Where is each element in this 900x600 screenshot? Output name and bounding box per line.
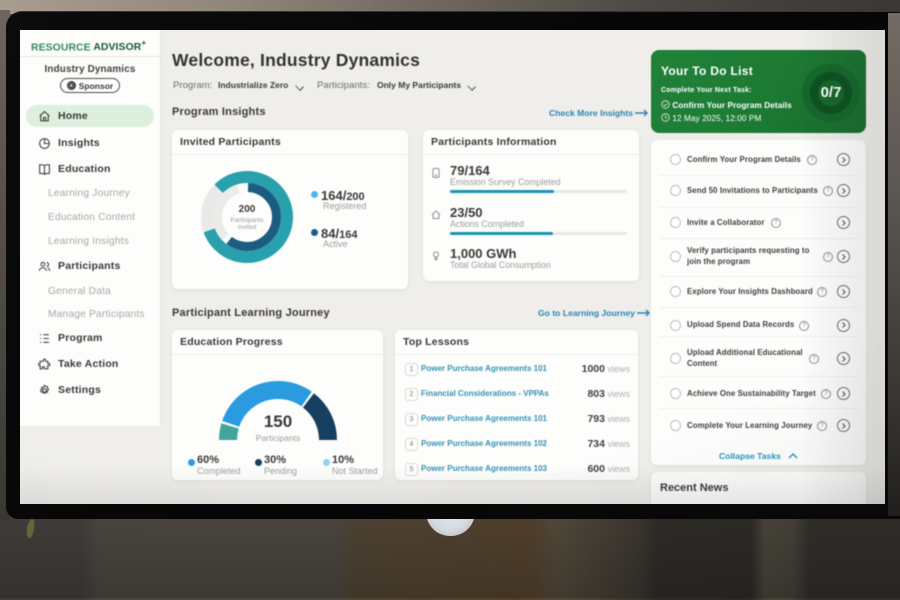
svg-text:Invited: Invited bbox=[238, 224, 257, 231]
svg-text:200: 200 bbox=[239, 204, 256, 215]
svg-text:Participants: Participants bbox=[256, 433, 300, 443]
svg-text:Participants: Participants bbox=[231, 217, 264, 224]
svg-text:150: 150 bbox=[264, 412, 292, 431]
